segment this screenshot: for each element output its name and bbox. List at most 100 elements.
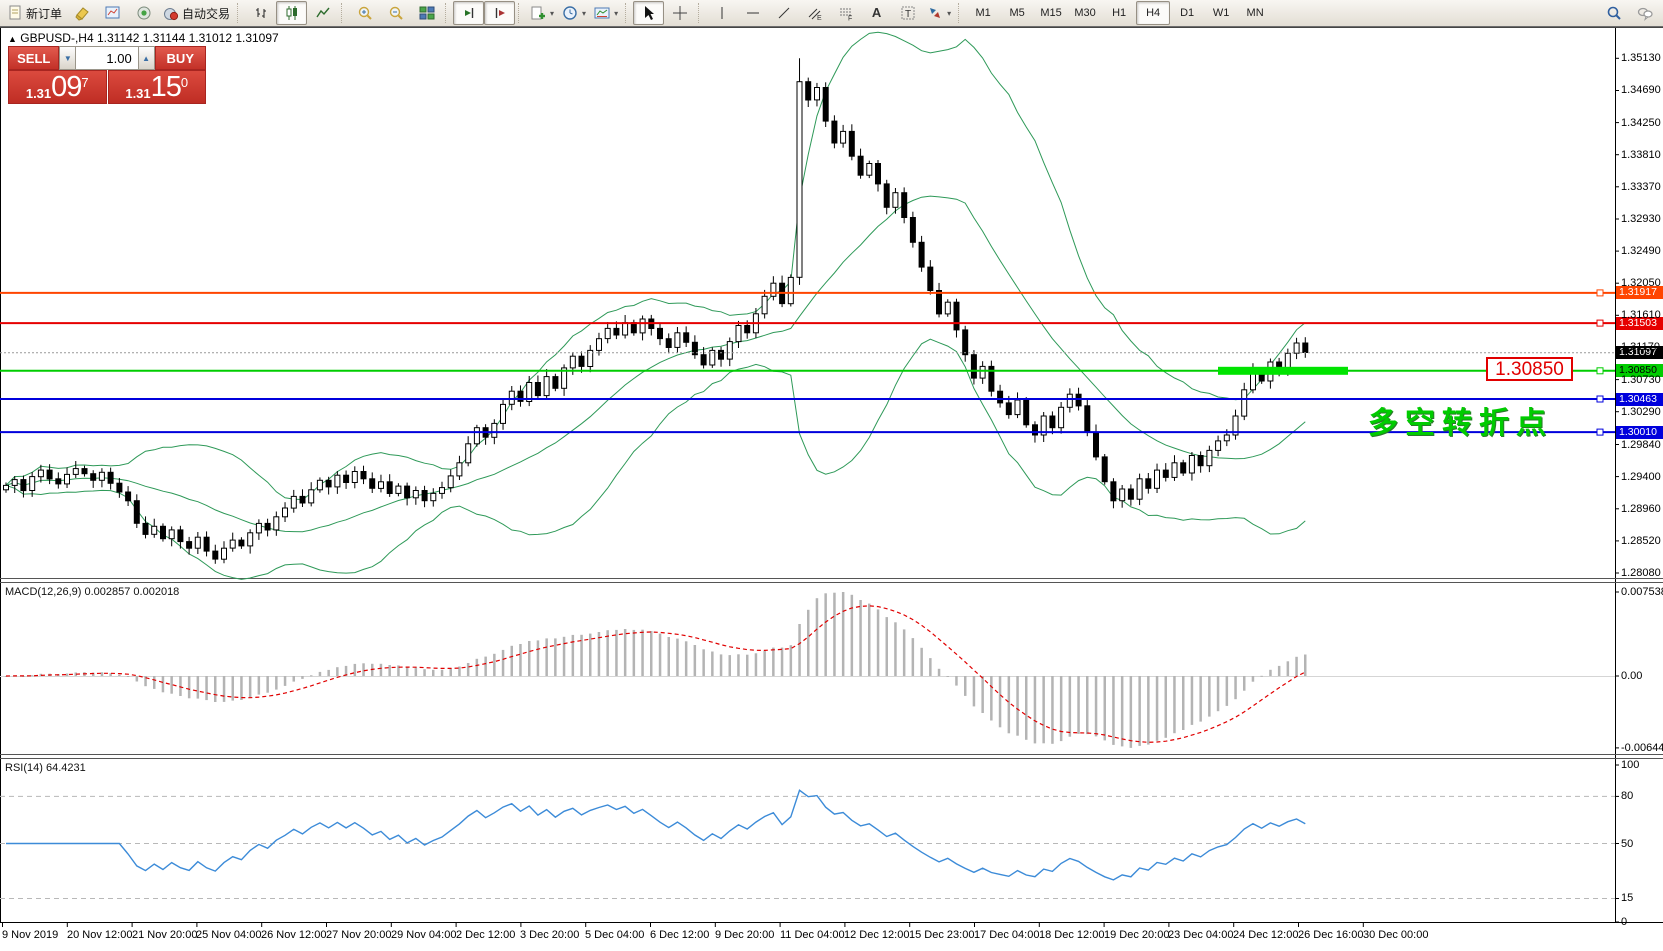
volume-increase-button[interactable]: ▲ (137, 46, 155, 70)
macd-histogram-bar (641, 629, 644, 676)
crosshair-tool-button[interactable] (664, 1, 695, 25)
macd-histogram-bar (850, 594, 854, 676)
equidistant-channel-tool-button[interactable]: E (799, 1, 830, 25)
cursor-tool-button[interactable] (633, 1, 665, 25)
line-drag-handle[interactable] (1596, 319, 1604, 327)
macd-histogram-bar (1234, 676, 1237, 700)
timeframe-MN[interactable]: MN (1246, 7, 1264, 19)
chat-button[interactable] (1629, 1, 1660, 25)
macd-histogram-bar (362, 663, 365, 676)
candle (160, 525, 166, 540)
macd-histogram-bar (859, 600, 862, 676)
macd-histogram-bar (528, 641, 531, 676)
macd-histogram-bar (1042, 676, 1045, 744)
macd-histogram-bar (589, 633, 592, 676)
timeframe-W1[interactable]: W1 (1212, 7, 1230, 19)
sound-alert-button[interactable] (128, 1, 159, 25)
new-order-button[interactable]: 新订单 (3, 1, 66, 25)
macd-histogram-bar (39, 673, 43, 676)
sell-button[interactable]: SELL (8, 46, 60, 70)
candle (639, 318, 646, 334)
candle (1093, 431, 1099, 458)
toolbar-separator (958, 3, 963, 23)
candle (465, 443, 472, 464)
support-highlight-segment[interactable] (1218, 366, 1348, 375)
template-icon (594, 5, 610, 21)
volume-input[interactable]: 1.00 (76, 46, 138, 70)
bollinger-upper-band (5, 31, 1306, 501)
search-button[interactable] (1598, 1, 1629, 25)
timeframe-H4[interactable]: H4 (1136, 1, 1171, 25)
candle (212, 550, 219, 560)
candle (264, 522, 271, 531)
chart-window-button[interactable] (97, 1, 128, 25)
macd-histogram-bar (667, 637, 670, 676)
dropdown-arrow-icon: ▾ (947, 8, 952, 18)
timeframe-M30[interactable]: M30 (1074, 7, 1096, 19)
line-drag-handle[interactable] (1596, 428, 1604, 436)
candle (186, 541, 193, 549)
horizontal-line-tool-button[interactable] (737, 1, 768, 25)
macd-histogram-bar (423, 669, 426, 676)
template-button[interactable]: ▾ (590, 1, 622, 25)
candle (761, 295, 768, 315)
arrows-tool-button[interactable]: ▾ (923, 1, 955, 25)
timeframe-M1[interactable]: M1 (975, 7, 991, 19)
bar-chart-mode-button[interactable] (245, 1, 276, 25)
line-drag-handle[interactable] (1596, 367, 1604, 375)
tile-windows-button[interactable] (411, 1, 442, 25)
autotrading-button[interactable]: 自动交易 (159, 1, 234, 25)
candle (534, 382, 541, 397)
macd-histogram-bar (885, 617, 888, 676)
candle (892, 192, 899, 208)
fibonacci-tool-button[interactable]: F (830, 1, 861, 25)
timeframe-D1[interactable]: D1 (1180, 7, 1195, 19)
candle (421, 490, 428, 502)
chat-icon (1637, 5, 1653, 22)
chart-shift-button[interactable] (484, 1, 516, 25)
candle (927, 266, 934, 292)
dropdown-arrow-icon: ▾ (582, 8, 587, 18)
macd-histogram-bar (1304, 654, 1307, 676)
candle (133, 500, 140, 524)
buy-button[interactable]: BUY (154, 46, 207, 70)
timeframe-M15[interactable]: M15 (1040, 7, 1062, 19)
candle (770, 282, 777, 297)
macd-histogram-bar (894, 622, 897, 676)
text-tool-button[interactable]: A (861, 1, 892, 25)
buy-price-display[interactable]: 1.31 15 0 (107, 70, 206, 104)
macd-histogram-bar (440, 669, 444, 676)
volume-decrease-button[interactable]: ▼ (59, 46, 77, 70)
macd-histogram-bar (1164, 676, 1167, 738)
vertical-line-tool-button[interactable] (706, 1, 737, 25)
zoom-in-button[interactable] (349, 1, 380, 25)
sell-price-display[interactable]: 1.31 09 7 (8, 70, 107, 104)
candle (569, 355, 576, 369)
macd-histogram-bar (536, 640, 540, 676)
auto-scroll-button[interactable] (453, 1, 485, 25)
trendline-tool-button[interactable] (768, 1, 799, 25)
line-drag-handle[interactable] (1596, 395, 1604, 403)
text-label-tool-button[interactable]: T (892, 1, 923, 25)
timeframe-H1[interactable]: H1 (1112, 7, 1127, 19)
candle (936, 290, 942, 315)
eraser-button[interactable] (66, 1, 97, 25)
line-chart-mode-button[interactable] (307, 1, 338, 25)
macd-histogram-bar (1155, 676, 1159, 741)
macd-histogram-bar (92, 672, 95, 676)
candle (508, 390, 515, 405)
candlestick-mode-button[interactable] (276, 1, 308, 25)
period-selector-button[interactable]: ▾ (558, 1, 590, 25)
line-drag-handle[interactable] (1596, 289, 1604, 297)
zoom-out-button[interactable] (380, 1, 411, 25)
buy-price-pip: 0 (180, 75, 189, 90)
add-indicator-button[interactable]: ▾ (526, 1, 558, 25)
macd-histogram-bar (493, 653, 496, 676)
trendline-icon (776, 5, 792, 21)
equidistant-channel-icon: E (807, 5, 823, 22)
sell-price-pip: 7 (81, 75, 89, 90)
macd-histogram-bar (580, 634, 583, 676)
toolbar-separator (237, 3, 242, 23)
timeframe-M5[interactable]: M5 (1009, 7, 1025, 19)
